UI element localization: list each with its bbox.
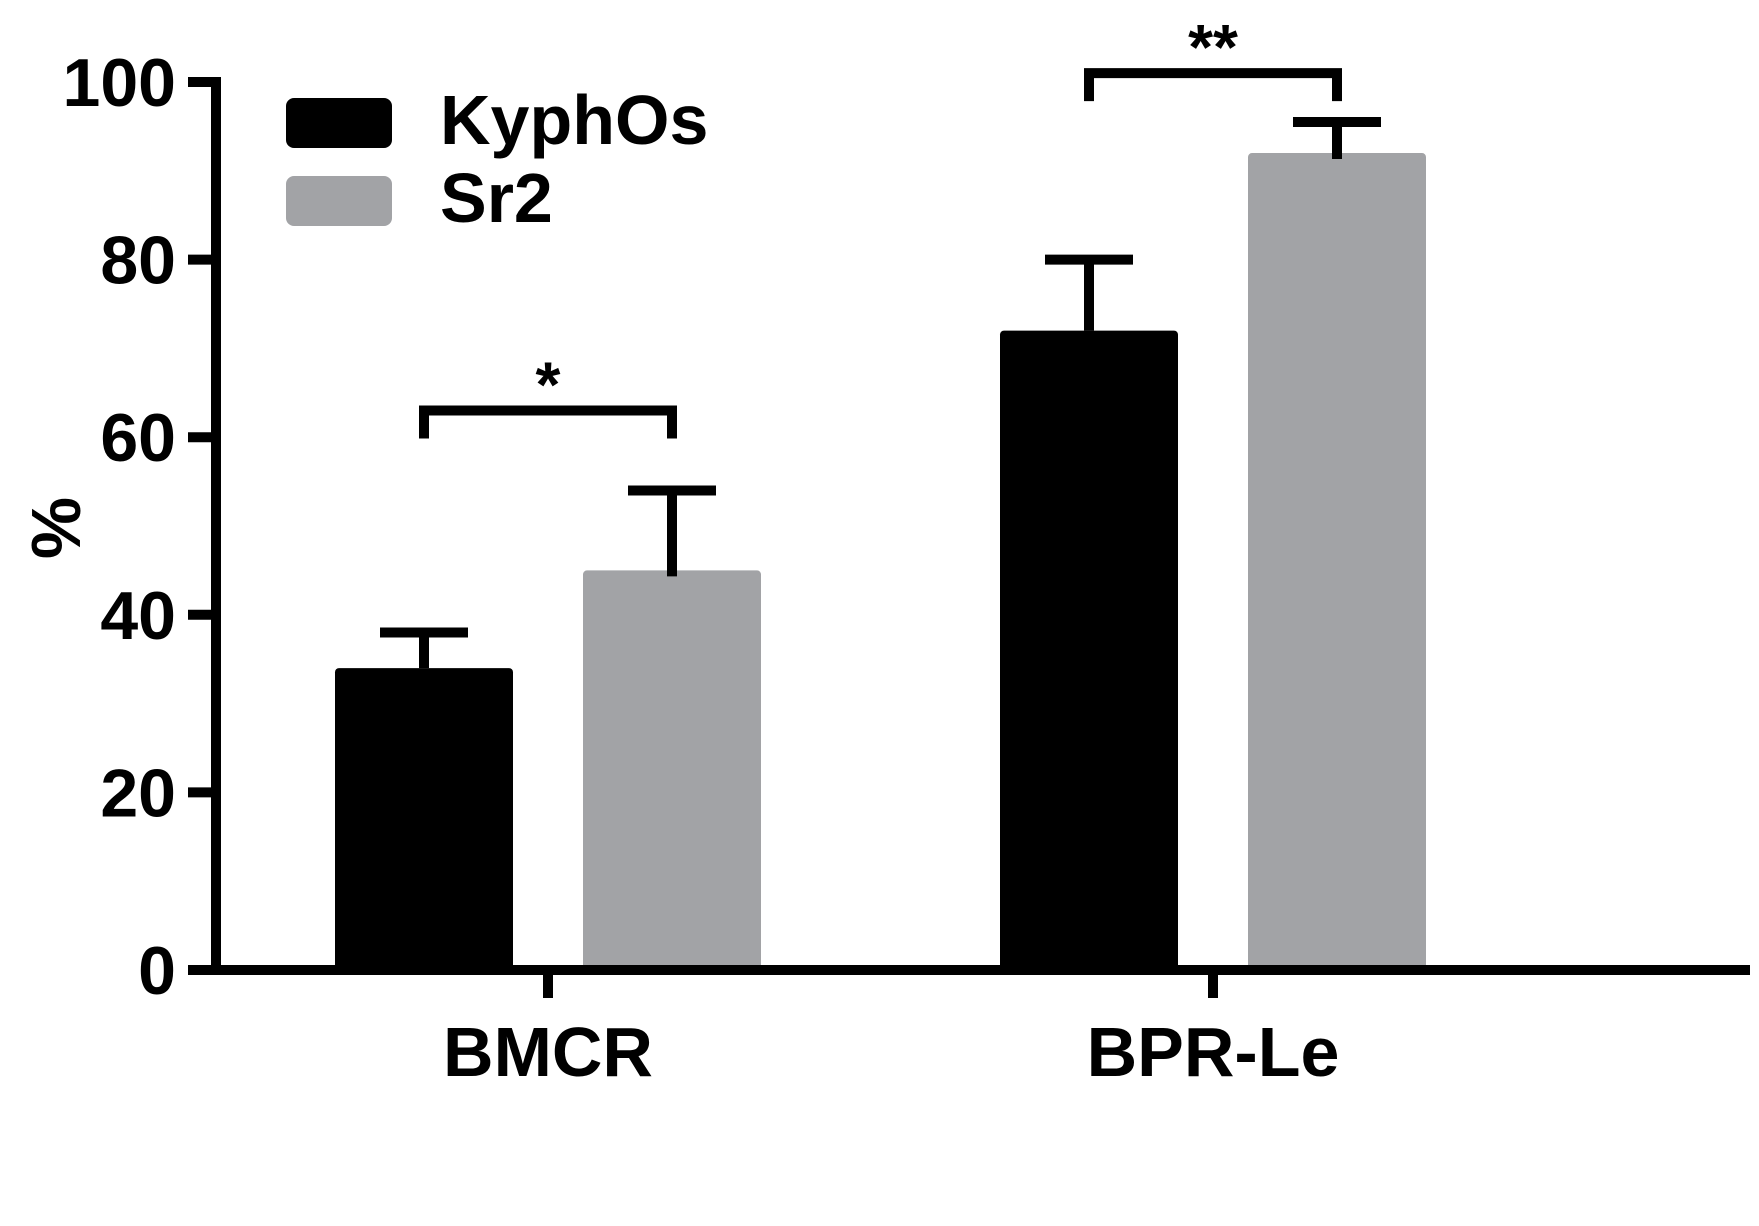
- significance-label-bmcr: *: [536, 349, 561, 421]
- chart-marks: ***: [335, 11, 1426, 971]
- bar-kyphos-bpr-le: [1000, 330, 1178, 970]
- significance-bracket-bpr-le: [1084, 68, 1342, 102]
- x-tick-label-bmcr: BMCR: [443, 1013, 653, 1091]
- y-tick-label-80: 80: [100, 223, 176, 299]
- legend-swatch-sr2: [286, 176, 392, 226]
- bar-sr2-bpr-le: [1248, 153, 1426, 971]
- y-tick-label-60: 60: [100, 400, 176, 476]
- legend-label-kyphos: KyphOs: [440, 81, 708, 159]
- y-axis-label: %: [17, 497, 95, 559]
- significance-bracket-bmcr: [419, 405, 677, 439]
- significance-label-bpr-le: **: [1188, 11, 1238, 83]
- axes: 0 20 40 60 80 100 BMCR BPR-Le%: [17, 45, 1750, 1091]
- y-tick-label-20: 20: [100, 755, 176, 831]
- legend-swatch-kyphos: [286, 98, 392, 148]
- y-tick-label-100: 100: [63, 45, 176, 121]
- bar-kyphos-bmcr: [335, 668, 513, 970]
- y-tick-label-0: 0: [138, 933, 176, 1009]
- y-tick-label-40: 40: [100, 578, 176, 654]
- x-tick-label-bpr-le: BPR-Le: [1087, 1013, 1340, 1091]
- bar-sr2-bmcr: [583, 570, 761, 970]
- legend-label-sr2: Sr2: [440, 159, 553, 237]
